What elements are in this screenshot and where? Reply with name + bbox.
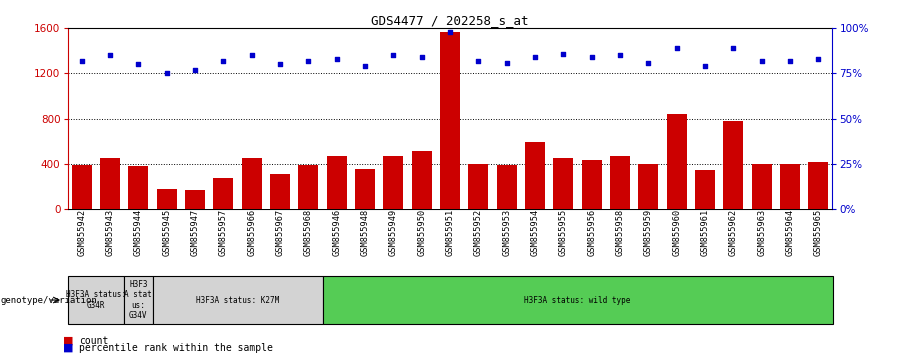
Point: [273, 62, 287, 67]
Text: GSM855945: GSM855945: [162, 209, 171, 256]
Text: GSM855948: GSM855948: [361, 209, 370, 256]
Text: GSM855962: GSM855962: [729, 209, 738, 256]
Text: GSM855949: GSM855949: [389, 209, 398, 256]
Text: GSM855968: GSM855968: [304, 209, 313, 256]
Bar: [185, 190, 205, 209]
Text: GSM855950: GSM855950: [418, 209, 427, 256]
Bar: [157, 189, 176, 209]
Point: [670, 45, 684, 51]
Bar: [213, 178, 233, 209]
Point: [556, 51, 571, 56]
Point: [584, 55, 598, 60]
Bar: [129, 166, 148, 209]
Text: GSM855942: GSM855942: [77, 209, 86, 256]
Point: [613, 53, 627, 58]
Bar: [752, 164, 771, 209]
Bar: [667, 114, 687, 209]
Point: [131, 62, 146, 67]
Text: GSM855966: GSM855966: [248, 209, 256, 256]
Text: GSM855944: GSM855944: [134, 209, 143, 256]
Bar: [638, 164, 658, 209]
Text: GSM855963: GSM855963: [757, 209, 766, 256]
Point: [216, 58, 230, 64]
Text: GSM855954: GSM855954: [530, 209, 539, 256]
Bar: [610, 156, 630, 209]
Bar: [68, 276, 124, 324]
Text: GSM855951: GSM855951: [446, 209, 454, 256]
Text: GSM855964: GSM855964: [786, 209, 795, 256]
Text: GSM855958: GSM855958: [616, 209, 625, 256]
Text: genotype/variation: genotype/variation: [1, 296, 98, 304]
Bar: [808, 162, 828, 209]
Point: [726, 45, 741, 51]
Bar: [327, 156, 346, 209]
Point: [386, 53, 400, 58]
Text: GSM855961: GSM855961: [700, 209, 709, 256]
Bar: [356, 169, 375, 209]
Bar: [412, 151, 432, 209]
Text: percentile rank within the sample: percentile rank within the sample: [79, 343, 273, 353]
Bar: [270, 174, 290, 209]
Text: H3F3A status: K27M: H3F3A status: K27M: [196, 296, 279, 304]
Text: GSM855960: GSM855960: [672, 209, 681, 256]
Point: [159, 71, 174, 76]
Point: [358, 63, 373, 69]
Bar: [100, 158, 120, 209]
Point: [698, 63, 712, 69]
Text: GSM855953: GSM855953: [502, 209, 511, 256]
Bar: [440, 32, 460, 209]
Bar: [525, 142, 544, 209]
Text: GSM855957: GSM855957: [219, 209, 228, 256]
Text: GSM855947: GSM855947: [191, 209, 200, 256]
Bar: [695, 171, 715, 209]
Bar: [780, 164, 800, 209]
Text: count: count: [79, 336, 109, 346]
Text: H3F3
A stat
us:
G34V: H3F3 A stat us: G34V: [124, 280, 152, 320]
Text: GSM855967: GSM855967: [275, 209, 284, 256]
Bar: [581, 160, 601, 209]
Point: [188, 67, 202, 73]
Bar: [497, 165, 517, 209]
Bar: [299, 165, 319, 209]
Text: H3F3A status: wild type: H3F3A status: wild type: [525, 296, 631, 304]
Point: [641, 60, 655, 65]
Title: GDS4477 / 202258_s_at: GDS4477 / 202258_s_at: [371, 14, 529, 27]
Text: GSM855955: GSM855955: [559, 209, 568, 256]
Bar: [152, 276, 322, 324]
Text: H3F3A status:
G34R: H3F3A status: G34R: [66, 290, 126, 310]
Point: [75, 58, 89, 64]
Point: [302, 58, 316, 64]
Point: [443, 29, 457, 35]
Text: GSM855952: GSM855952: [473, 209, 482, 256]
Text: GSM855943: GSM855943: [105, 209, 114, 256]
Point: [415, 55, 429, 60]
Text: GSM855965: GSM855965: [814, 209, 823, 256]
Text: GSM855946: GSM855946: [332, 209, 341, 256]
Point: [245, 53, 259, 58]
Bar: [468, 164, 488, 209]
Point: [500, 60, 514, 65]
Bar: [383, 156, 403, 209]
Text: ■: ■: [63, 343, 74, 353]
Bar: [242, 158, 262, 209]
Text: ■: ■: [63, 336, 74, 346]
Point: [103, 53, 117, 58]
Bar: [554, 158, 573, 209]
Text: GSM855956: GSM855956: [587, 209, 596, 256]
Point: [329, 56, 344, 62]
Point: [754, 58, 769, 64]
Bar: [724, 121, 743, 209]
Point: [811, 56, 825, 62]
Point: [471, 58, 485, 64]
Text: GSM855959: GSM855959: [644, 209, 652, 256]
Bar: [322, 276, 832, 324]
Point: [527, 55, 542, 60]
Bar: [72, 165, 92, 209]
Point: [783, 58, 797, 64]
Bar: [124, 276, 152, 324]
